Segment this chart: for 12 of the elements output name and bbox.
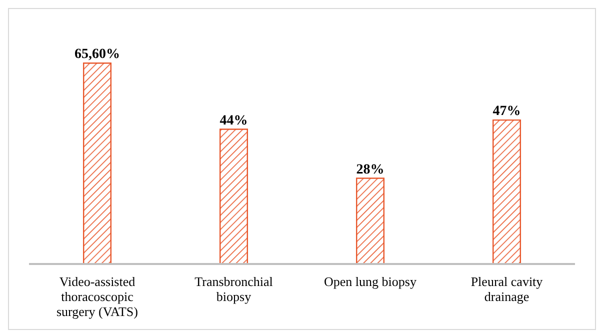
- x-tick-label: Video-assisted thoracoscopic surgery (VATS): [56, 274, 138, 319]
- bar: [356, 178, 384, 264]
- bar: [492, 119, 521, 264]
- bar: [220, 128, 248, 264]
- data-label: 28%: [356, 162, 384, 178]
- x-tick-label: Open lung biopsy: [324, 274, 417, 289]
- x-tick-label: Transbronchial biopsy: [194, 274, 274, 304]
- x-tick-label: Pleural cavity drainage: [470, 274, 544, 304]
- data-label: 47%: [492, 104, 521, 120]
- data-label: 65,60%: [74, 47, 120, 62]
- bar: [83, 62, 112, 264]
- data-label: 44%: [220, 113, 248, 128]
